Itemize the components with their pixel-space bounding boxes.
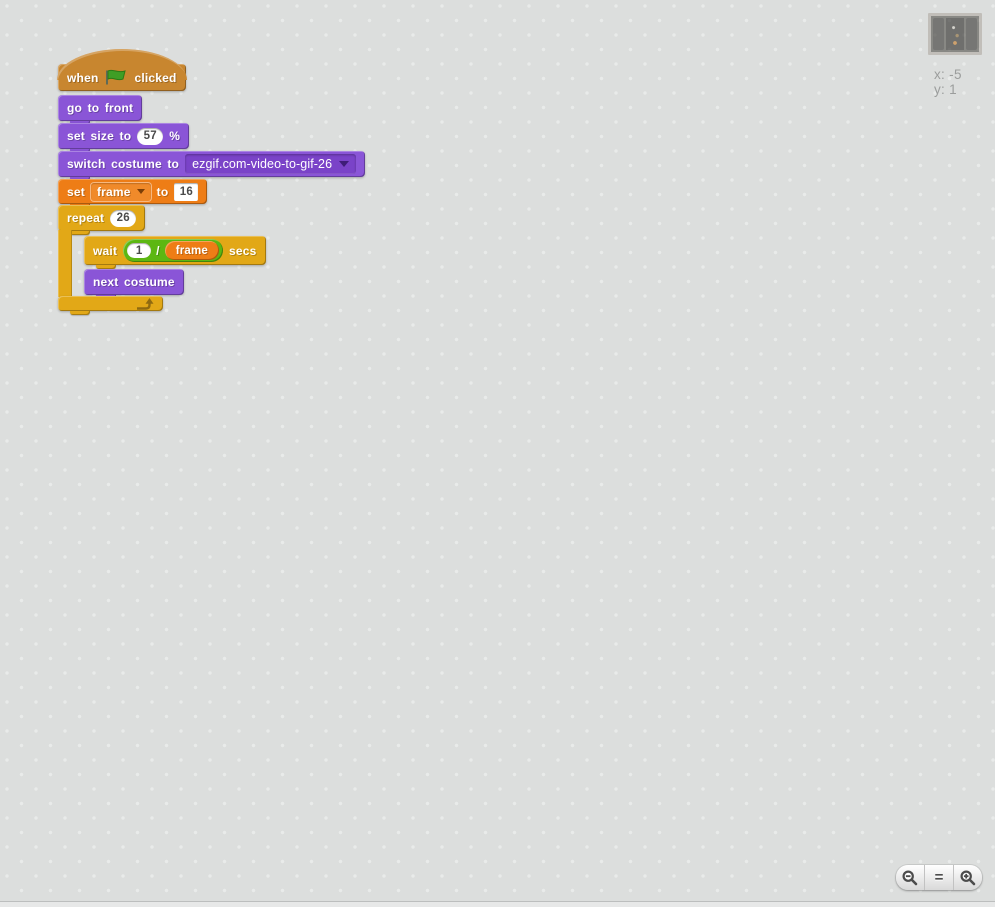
block-label: to	[156, 184, 169, 199]
sprite-thumbnail-image	[931, 16, 979, 52]
thumbnail-right-panel	[966, 18, 977, 50]
zoom-controls: =	[896, 865, 982, 890]
repeat-c-arm[interactable]	[58, 230, 72, 297]
block-label: secs	[229, 243, 257, 258]
variable-dropdown[interactable]: frame	[90, 182, 151, 201]
dropdown-arrow-icon	[136, 189, 145, 194]
block-wait[interactable]: wait 1 / frame secs	[84, 236, 266, 269]
loop-arrow-icon	[135, 297, 155, 310]
thumbnail-center-panel	[946, 18, 964, 50]
repeat-count-input[interactable]: 26	[110, 209, 137, 227]
sprite-thumbnail	[928, 13, 982, 55]
zoom-in-button[interactable]	[954, 865, 982, 890]
block-label: set size to	[67, 129, 132, 143]
block-label: repeat	[67, 211, 105, 225]
block-label: clicked	[134, 70, 177, 85]
block-label: wait	[93, 243, 118, 258]
pane-bottom-border	[0, 901, 995, 907]
block-label: %	[169, 129, 181, 143]
block-next-costume[interactable]: next costume	[84, 269, 184, 299]
frame-variable-block[interactable]: frame	[164, 241, 220, 260]
block-switch-costume[interactable]: switch costume to ezgif.com-video-to-gif…	[58, 151, 366, 181]
magnifier-minus-icon	[901, 869, 919, 887]
block-when-flag-clicked[interactable]: when clicked	[57, 49, 187, 91]
block-label: when	[67, 70, 99, 85]
block-repeat[interactable]: repeat 26	[58, 205, 146, 235]
size-input[interactable]: 57	[137, 127, 164, 145]
block-set-size[interactable]: set size to 57 %	[58, 123, 190, 153]
block-label: go to front	[67, 101, 134, 115]
magnifier-plus-icon	[959, 869, 977, 887]
operator-symbol: /	[156, 243, 160, 258]
dropdown-arrow-icon	[339, 161, 350, 167]
zoom-out-button[interactable]	[896, 865, 925, 890]
zoom-reset-label: =	[934, 869, 944, 886]
block-set-variable[interactable]: set frame to 16	[58, 179, 208, 208]
numerator-input[interactable]: 1	[127, 243, 152, 258]
block-label: set	[67, 184, 85, 199]
block-label: switch costume to	[67, 157, 180, 171]
division-operator-block[interactable]: 1 / frame	[123, 239, 224, 262]
sprite-y-position: y: 1	[934, 82, 957, 97]
repeat-c-bottom[interactable]	[58, 296, 163, 315]
variable-value-input[interactable]: 16	[174, 182, 199, 201]
thumbnail-left-panel	[933, 18, 944, 50]
block-go-to-front[interactable]: go to front	[58, 95, 143, 125]
zoom-reset-button[interactable]: =	[925, 865, 954, 890]
variable-dropdown-value: frame	[96, 184, 131, 199]
costume-dropdown-value: ezgif.com-video-to-gif-26	[192, 157, 333, 171]
sprite-x-position: x: -5	[934, 67, 962, 82]
green-flag-icon	[104, 69, 128, 86]
costume-dropdown[interactable]: ezgif.com-video-to-gif-26	[185, 154, 357, 174]
block-label: next costume	[93, 275, 175, 289]
